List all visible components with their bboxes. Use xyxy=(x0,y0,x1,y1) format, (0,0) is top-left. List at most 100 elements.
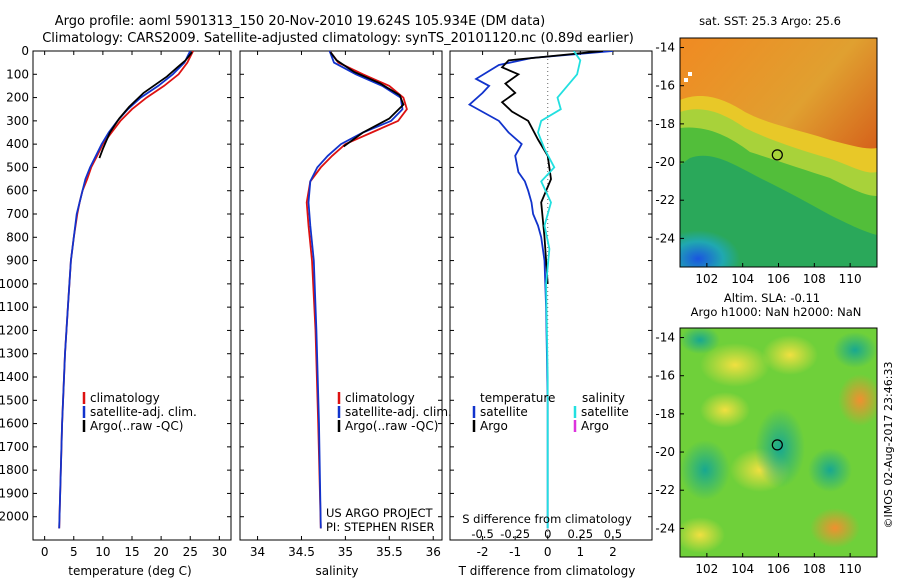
temperature-series xyxy=(58,51,194,529)
y-tick-label: 400 xyxy=(6,137,29,151)
y-tick-label: 1700 xyxy=(0,440,29,454)
y-tick-label: -24 xyxy=(655,231,675,245)
difference-series xyxy=(467,51,613,540)
temperature-xlabel: temperature (deg C) xyxy=(68,564,191,578)
legend-label-satellite: satellite-adj. clim. xyxy=(90,405,197,419)
y-tick-label: 900 xyxy=(6,254,29,268)
salinity-legend: climatology satellite-adj. clim. Argo(..… xyxy=(326,391,452,534)
pi-annotation: PI: STEPHEN RISER xyxy=(326,520,435,534)
y-tick-label: 2000 xyxy=(0,510,29,524)
x-tick-label: 0 xyxy=(41,545,49,559)
legend-label-climatology: climatology xyxy=(90,391,160,405)
series-line-argo---raw--qc- xyxy=(329,51,405,148)
imos-credit: ©IMOS 02-Aug-2017 23:46:33 xyxy=(882,362,895,529)
x-tick-label: 30 xyxy=(212,545,227,559)
legend-title-salinity: salinity xyxy=(582,391,625,405)
series-line-climatology xyxy=(305,51,408,529)
y-tick-label: 300 xyxy=(6,114,29,128)
x-tick-label: -1 xyxy=(509,545,521,559)
salinity-panel xyxy=(239,50,443,541)
header-line2: Climatology: CARS2009. Satellite-adjuste… xyxy=(42,31,634,46)
y-tick-label: -14 xyxy=(655,331,675,345)
series-line-t-satellite xyxy=(467,51,613,529)
y-tick-label: 1800 xyxy=(0,463,29,477)
x-tick-label: 1 xyxy=(577,545,585,559)
y-tick-label: 1200 xyxy=(0,323,29,337)
x-tick-label: 104 xyxy=(731,272,754,286)
y-tick-label: -18 xyxy=(655,407,675,421)
y-tick-label: -16 xyxy=(655,79,675,93)
x-tick-label: 35.5 xyxy=(376,545,403,559)
s-tick-label: -0.5 xyxy=(471,527,493,541)
difference-xlabel2: S difference from climatology xyxy=(462,512,632,526)
x-tick-label: 106 xyxy=(767,272,790,286)
s-tick-label: 0.25 xyxy=(568,527,594,541)
x-tick-label: 110 xyxy=(839,562,862,576)
x-tick-label: 34 xyxy=(250,545,265,559)
y-tick-label: -20 xyxy=(655,445,675,459)
series-line-s-satellite xyxy=(537,51,582,529)
salinity-xlabel: salinity xyxy=(315,564,358,578)
difference-panel xyxy=(449,50,653,541)
y-tick-label: 1600 xyxy=(0,417,29,431)
temperature-legend: climatology satellite-adj. clim. Argo(..… xyxy=(82,391,197,433)
argo-position-marker xyxy=(771,149,783,161)
legend-label-t-argo: Argo xyxy=(480,419,508,433)
sla-map-title: Altim. SLA: -0.11 xyxy=(724,291,820,305)
sla-map-axes: 102 104 106 108 110 -14 -16 -18 -20 -22 -24 xyxy=(655,331,861,576)
x-tick-label: 36 xyxy=(426,545,441,559)
x-tick-label: 15 xyxy=(124,545,139,559)
series-line-t-argo xyxy=(500,51,604,284)
y-tick-label: 100 xyxy=(6,67,29,81)
y-tick-label: 500 xyxy=(6,160,29,174)
x-tick-label: 35 xyxy=(338,545,353,559)
x-tick-label: 102 xyxy=(695,272,718,286)
x-tick-label: 34.5 xyxy=(288,545,315,559)
temperature-axes: 0 5 10 15 20 25 300100200300400500600700800900… xyxy=(0,44,231,559)
y-tick-label: -18 xyxy=(655,117,675,131)
series-line-satellite-adj--clim- xyxy=(307,51,404,529)
sla-map-field xyxy=(680,328,877,557)
difference-legend: temperature satellite Argo salinity sate… xyxy=(472,391,629,433)
series-line-satellite-adj--clim- xyxy=(58,51,192,529)
s-tick-label: -0.25 xyxy=(500,527,530,541)
y-tick-label: -24 xyxy=(655,521,675,535)
y-tick-label: 1000 xyxy=(0,277,29,291)
x-tick-label: 20 xyxy=(153,545,168,559)
legend-label-t-satellite: satellite xyxy=(480,405,528,419)
difference-xlabel: T difference from climatology xyxy=(458,564,636,578)
y-tick-label: -16 xyxy=(655,369,675,383)
x-tick-label: 0 xyxy=(544,545,552,559)
x-tick-label: 10 xyxy=(95,545,110,559)
legend-label-argo: Argo(..raw -QC) xyxy=(90,419,183,433)
x-tick-label: 104 xyxy=(731,562,754,576)
x-tick-label: -2 xyxy=(477,545,489,559)
temperature-panel xyxy=(32,50,232,541)
y-tick-label: 1900 xyxy=(0,486,29,500)
x-tick-label: 2 xyxy=(609,545,617,559)
sst-map-axes: 102 104 106 108 110 -14 -16 -18 -20 -22 -24 xyxy=(655,41,861,286)
y-tick-label: 1400 xyxy=(0,370,29,384)
s-tick-label: 0 xyxy=(544,527,551,541)
header-line1: Argo profile: aoml 5901313_150 20-Nov-20… xyxy=(55,14,546,29)
x-tick-label: 108 xyxy=(803,562,826,576)
legend-label-argo: Argo(..raw -QC) xyxy=(345,419,438,433)
salinity-series xyxy=(305,51,408,529)
difference-axes: -2 -1 0 1 2 -0.5 -0.25 0 0.25 0.5 xyxy=(450,50,652,559)
y-tick-label: 1500 xyxy=(0,393,29,407)
y-tick-label: 1300 xyxy=(0,347,29,361)
y-tick-label: -14 xyxy=(655,41,675,55)
x-tick-label: 108 xyxy=(803,272,826,286)
legend-label-s-satellite: satellite xyxy=(581,405,629,419)
y-tick-label: 600 xyxy=(6,184,29,198)
legend-label-satellite: satellite-adj. clim. xyxy=(345,405,452,419)
sst-map-title: sat. SST: 25.3 Argo: 25.6 xyxy=(699,14,841,28)
salinity-axes: 34 34.5 35 35.5 36 xyxy=(240,50,442,559)
project-annotation: US ARGO PROJECT xyxy=(326,506,434,520)
s-tick-label: 0.5 xyxy=(604,527,622,541)
x-tick-label: 110 xyxy=(839,272,862,286)
y-tick-label: -22 xyxy=(655,193,675,207)
series-line-argo---raw--qc- xyxy=(98,51,193,159)
legend-title-temperature: temperature xyxy=(480,391,555,405)
